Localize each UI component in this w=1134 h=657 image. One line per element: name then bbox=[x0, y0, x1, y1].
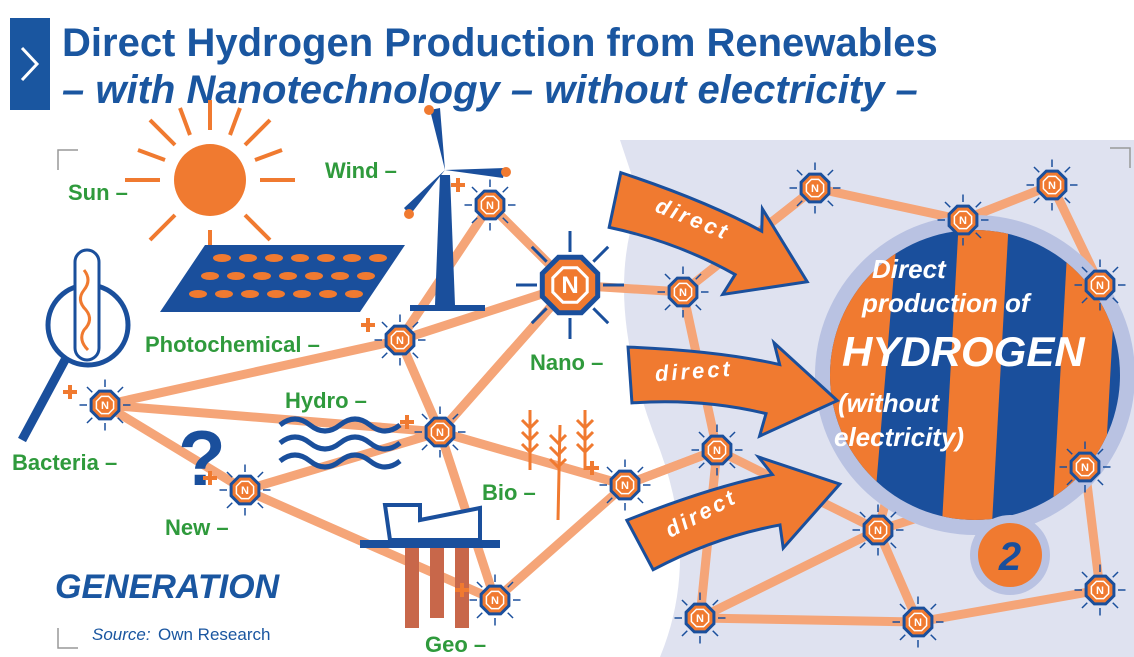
hydrogen-text: HYDROGEN bbox=[842, 328, 1086, 375]
plus-mark bbox=[451, 178, 465, 192]
header-box bbox=[10, 18, 50, 110]
node-label: N bbox=[491, 595, 499, 607]
node-label: N bbox=[396, 335, 404, 347]
node-label: N bbox=[486, 200, 494, 212]
network-edge bbox=[700, 618, 918, 622]
source: Own Research bbox=[158, 625, 270, 644]
plus-mark bbox=[63, 385, 77, 399]
nano-node: N bbox=[220, 465, 271, 516]
node-label: N bbox=[621, 480, 629, 492]
node-label: N bbox=[1081, 462, 1089, 474]
nano-node: N bbox=[516, 231, 624, 339]
label-bacteria: Bacteria – bbox=[12, 450, 117, 475]
network-edge bbox=[440, 432, 625, 485]
question-mark: ? bbox=[178, 414, 226, 502]
corner-mark bbox=[58, 628, 78, 648]
node-ray bbox=[118, 387, 123, 392]
number: 2 bbox=[998, 535, 1021, 579]
node-ray bbox=[607, 467, 612, 472]
node-label: N bbox=[1048, 180, 1056, 192]
node-label: N bbox=[959, 215, 967, 227]
sun-icon bbox=[125, 100, 295, 258]
page: Direct Hydrogen Production from Renewabl… bbox=[0, 0, 1134, 657]
node-label: N bbox=[1096, 280, 1104, 292]
generation-heading: GENERATION bbox=[55, 568, 281, 606]
node-label: N bbox=[874, 525, 882, 537]
node-label: N bbox=[1096, 585, 1104, 597]
node-label: N bbox=[713, 445, 721, 457]
label-nano: Nano – bbox=[530, 350, 603, 375]
label-new: New – bbox=[165, 515, 229, 540]
node-label: N bbox=[679, 287, 687, 299]
node-label: N bbox=[101, 400, 109, 412]
title: Direct Hydrogen Production from Renewabl… bbox=[62, 21, 938, 65]
node-ray bbox=[258, 503, 263, 508]
hydrogen-text: electricity) bbox=[834, 422, 964, 452]
subtitle: – with Nanotechnology – without electric… bbox=[62, 68, 918, 112]
solar-panel-icon bbox=[160, 245, 405, 312]
node-ray bbox=[593, 247, 608, 262]
node-label: N bbox=[696, 613, 704, 625]
node-ray bbox=[87, 418, 92, 423]
node-ray bbox=[477, 613, 482, 618]
label-sun: Sun – bbox=[68, 180, 128, 205]
node-ray bbox=[503, 187, 508, 192]
node-label: N bbox=[436, 427, 444, 439]
node-label: N bbox=[811, 183, 819, 195]
node-ray bbox=[453, 445, 458, 450]
node-ray bbox=[508, 613, 513, 618]
nano-node: N bbox=[470, 575, 521, 626]
label-geo: Geo – bbox=[425, 632, 486, 657]
node-ray bbox=[413, 353, 418, 358]
corner-mark bbox=[58, 150, 78, 170]
hydrogen-text: production of bbox=[861, 288, 1032, 318]
plus-mark bbox=[361, 318, 375, 332]
node-ray bbox=[638, 467, 643, 472]
node-ray bbox=[422, 445, 427, 450]
node-ray bbox=[593, 308, 608, 323]
node-label: N bbox=[241, 485, 249, 497]
node-ray bbox=[258, 472, 263, 477]
node-label: N bbox=[561, 272, 578, 299]
nano-node: N bbox=[465, 180, 516, 231]
node-ray bbox=[227, 503, 232, 508]
nano-node: N bbox=[600, 460, 651, 511]
hydrogen-text: Direct bbox=[872, 254, 947, 284]
node-label: N bbox=[914, 617, 922, 629]
node-ray bbox=[422, 414, 427, 419]
geo-icon bbox=[360, 505, 500, 628]
node-ray bbox=[382, 353, 387, 358]
node-ray bbox=[382, 322, 387, 327]
node-ray bbox=[87, 387, 92, 392]
node-ray bbox=[638, 498, 643, 503]
label-wind: Wind – bbox=[325, 158, 397, 183]
infographic: Direct Hydrogen Production from Renewabl… bbox=[0, 0, 1134, 657]
hydrogen-text: (without bbox=[838, 388, 940, 418]
label-hydro: Hydro – bbox=[285, 388, 367, 413]
source-label: Source: bbox=[92, 625, 151, 644]
node-ray bbox=[472, 187, 477, 192]
label-bio: Bio – bbox=[482, 480, 536, 505]
label-photochemical: Photochemical – bbox=[145, 332, 320, 357]
node-ray bbox=[477, 582, 482, 587]
